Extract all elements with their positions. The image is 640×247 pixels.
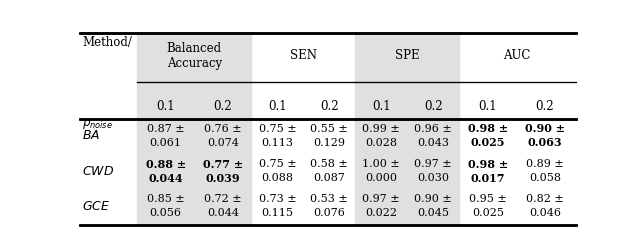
Text: 0.1: 0.1 [372,100,390,113]
Text: 0.000: 0.000 [365,173,397,183]
Text: 0.75 ±: 0.75 ± [259,159,296,169]
Text: 0.76 ±: 0.76 ± [204,124,241,134]
Text: 0.044: 0.044 [207,208,239,218]
Bar [355,33,460,225]
Text: 0.043: 0.043 [417,138,449,148]
Text: 0.056: 0.056 [150,208,182,218]
Text: Balanced
Accuracy: Balanced Accuracy [166,41,222,69]
Text: AUC: AUC [502,49,530,62]
Text: 0.87 ±: 0.87 ± [147,124,184,134]
Text: 0.030: 0.030 [417,173,449,183]
Text: 0.99 ±: 0.99 ± [362,124,400,134]
Text: 0.028: 0.028 [365,138,397,148]
Text: 0.039: 0.039 [205,173,240,184]
Text: 0.058: 0.058 [529,173,561,183]
Text: 0.063: 0.063 [527,137,563,148]
Text: 0.076: 0.076 [314,208,345,218]
Text: 0.1: 0.1 [156,100,175,113]
Text: 0.97 ±: 0.97 ± [415,159,452,169]
Text: $\mathit{CWD}$: $\mathit{CWD}$ [82,165,114,178]
Text: 0.98 ±: 0.98 ± [468,159,508,170]
Text: 0.046: 0.046 [529,208,561,218]
Text: 0.55 ±: 0.55 ± [310,124,348,134]
Text: 0.90 ±: 0.90 ± [414,194,452,204]
Text: $\mathit{BA}$: $\mathit{BA}$ [82,129,100,143]
Text: 0.2: 0.2 [320,100,339,113]
Text: 0.061: 0.061 [150,138,182,148]
Bar [137,33,252,225]
Text: 0.53 ±: 0.53 ± [310,194,348,204]
Text: $\mathit{GCE}$: $\mathit{GCE}$ [82,200,110,213]
Text: 0.2: 0.2 [536,100,554,113]
Text: 0.2: 0.2 [214,100,232,113]
Text: 0.85 ±: 0.85 ± [147,194,184,204]
Text: 0.90 ±: 0.90 ± [525,124,565,134]
Text: 0.115: 0.115 [261,208,293,218]
Text: 0.044: 0.044 [148,173,183,184]
Text: 0.025: 0.025 [472,208,504,218]
Text: 0.045: 0.045 [417,208,449,218]
Text: 0.017: 0.017 [470,173,505,184]
Text: SEN: SEN [290,49,317,62]
Text: 0.77 ±: 0.77 ± [203,159,243,170]
Text: 0.88 ±: 0.88 ± [145,159,186,170]
Text: 0.58 ±: 0.58 ± [310,159,348,169]
Text: 0.129: 0.129 [314,138,346,148]
Text: 0.75 ±: 0.75 ± [259,124,296,134]
Text: SPE: SPE [395,49,420,62]
Text: 0.022: 0.022 [365,208,397,218]
Text: 0.97 ±: 0.97 ± [362,194,400,204]
Text: 0.72 ±: 0.72 ± [204,194,241,204]
Text: 0.73 ±: 0.73 ± [259,194,296,204]
Text: 0.1: 0.1 [268,100,287,113]
Text: 0.113: 0.113 [261,138,293,148]
Text: $\rho_\mathit{noise}$: $\rho_\mathit{noise}$ [82,117,113,131]
Text: 1.00 ±: 1.00 ± [362,159,400,169]
Text: 0.95 ±: 0.95 ± [469,194,507,204]
Text: 0.96 ±: 0.96 ± [414,124,452,134]
Text: 0.82 ±: 0.82 ± [526,194,564,204]
Text: 0.074: 0.074 [207,138,239,148]
Text: 0.89 ±: 0.89 ± [526,159,564,169]
Text: 0.98 ±: 0.98 ± [468,124,508,134]
Text: 0.1: 0.1 [479,100,497,113]
Text: Method/: Method/ [82,36,132,49]
Text: 0.025: 0.025 [470,137,505,148]
Text: 0.087: 0.087 [314,173,345,183]
Text: 0.088: 0.088 [261,173,293,183]
Text: 0.2: 0.2 [424,100,442,113]
